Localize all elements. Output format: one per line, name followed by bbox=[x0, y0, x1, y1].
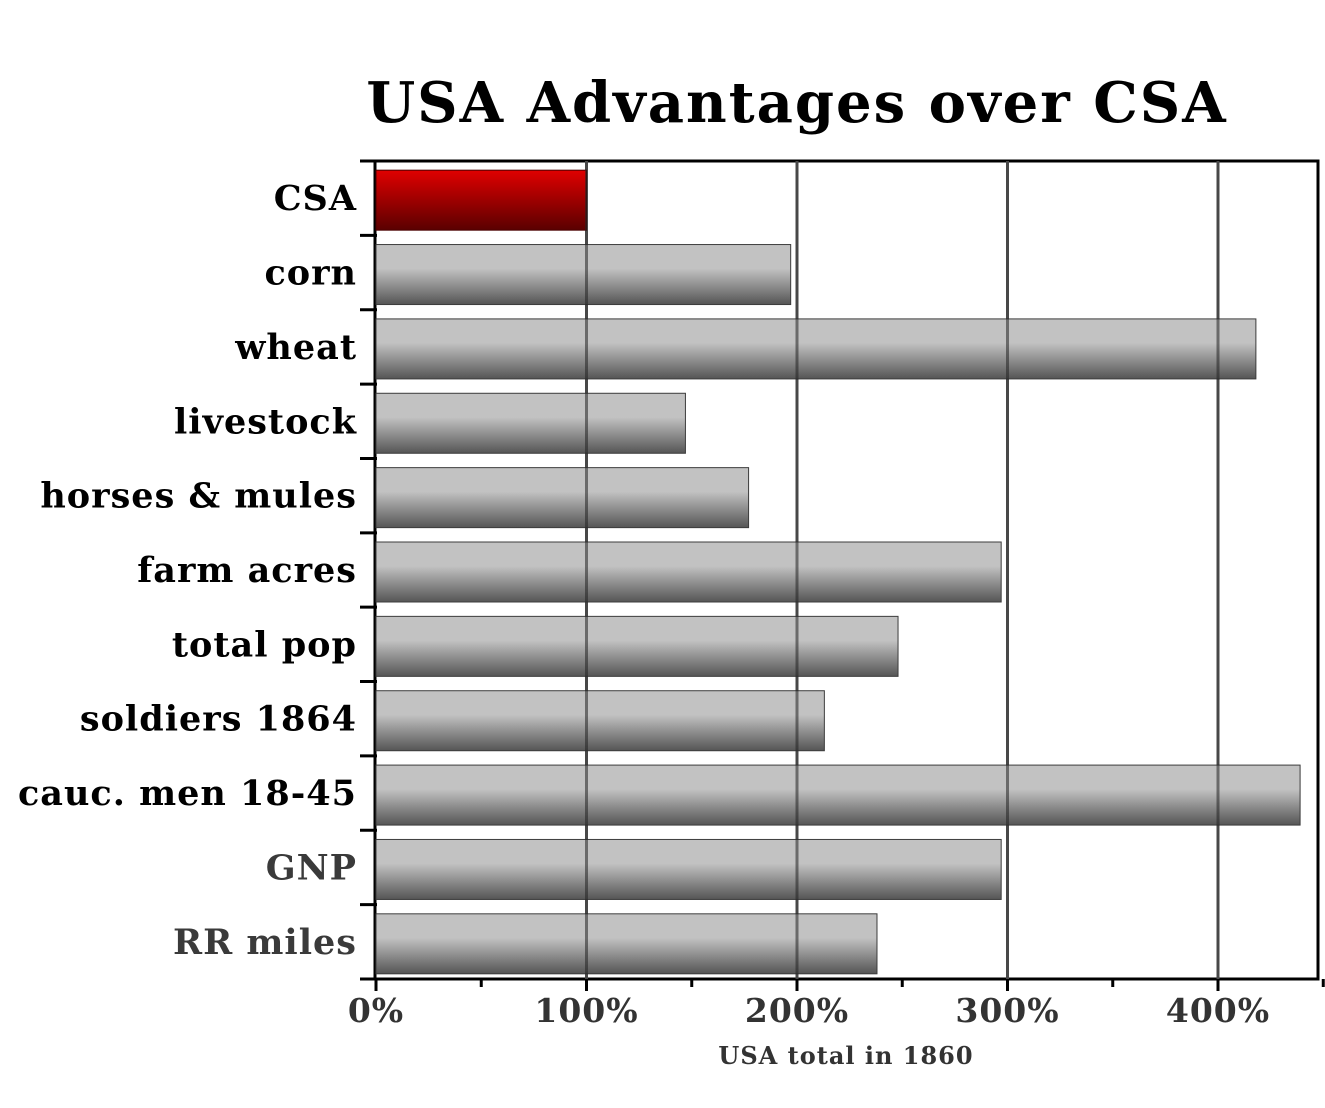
x-axis-label: USA total in 1860 bbox=[718, 1041, 973, 1070]
x-tick-label-3: 300% bbox=[955, 991, 1059, 1030]
bar-8 bbox=[375, 764, 1301, 826]
bar-6 bbox=[375, 615, 899, 677]
bar-9 bbox=[375, 838, 1002, 900]
category-label-8: cauc. men 18-45 bbox=[18, 773, 357, 814]
category-label-5: farm acres bbox=[137, 550, 357, 591]
x-tick-label-4: 400% bbox=[1166, 991, 1270, 1030]
bar-1 bbox=[375, 244, 792, 306]
bar-2 bbox=[375, 318, 1257, 380]
x-tick-label-0: 0% bbox=[348, 991, 404, 1030]
category-label-9: GNP bbox=[266, 847, 357, 888]
category-label-10: RR miles bbox=[173, 922, 357, 963]
x-tick-label-1: 100% bbox=[534, 991, 638, 1030]
category-label-7: soldiers 1864 bbox=[80, 699, 357, 740]
category-label-4: horses & mules bbox=[40, 476, 357, 517]
category-label-6: total pop bbox=[172, 624, 357, 665]
bar-7 bbox=[375, 690, 825, 752]
bar-5 bbox=[375, 541, 1002, 603]
x-tick-label-2: 200% bbox=[745, 991, 849, 1030]
bar-10 bbox=[375, 913, 878, 975]
category-label-3: livestock bbox=[174, 401, 357, 442]
plot-area-frame bbox=[373, 159, 1320, 981]
bar-0 bbox=[375, 169, 587, 231]
bar-3 bbox=[375, 392, 686, 454]
category-label-0: CSA bbox=[274, 178, 357, 219]
category-labels: CSA corn wheat livestock horses & mules farm … bbox=[18, 159, 377, 981]
x-axis: 0% 100% 200% 300% 400% bbox=[348, 979, 1325, 1030]
chart-title: USA Advantages over CSA bbox=[366, 70, 1227, 136]
category-label-1: corn bbox=[264, 253, 357, 294]
category-label-2: wheat bbox=[234, 327, 357, 368]
bar-4 bbox=[375, 467, 750, 529]
bars bbox=[375, 161, 1301, 979]
